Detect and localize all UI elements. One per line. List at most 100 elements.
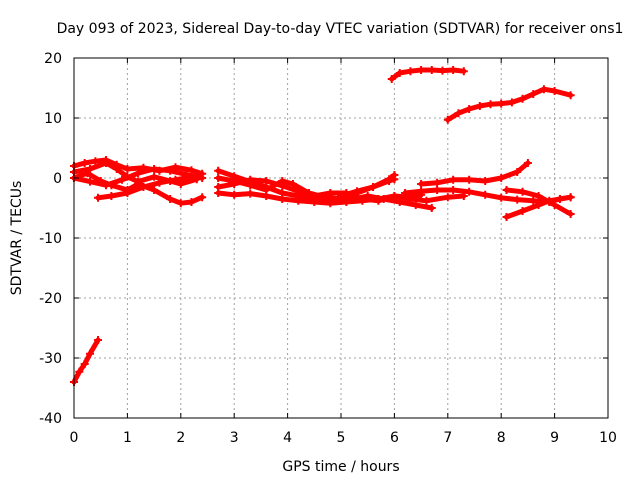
data-point: [465, 175, 474, 184]
series-15: [502, 193, 575, 221]
data-point: [465, 105, 474, 113]
data-point: [406, 67, 415, 76]
data-point: [150, 186, 159, 194]
data-point: [427, 66, 436, 74]
x-tick-label: 2: [176, 430, 185, 446]
data-point: [497, 174, 506, 182]
series-11: [337, 175, 399, 200]
x-tick-label: 0: [70, 430, 79, 446]
data-point: [481, 177, 490, 185]
y-tick-label: 10: [44, 111, 62, 127]
data-point: [171, 175, 180, 184]
data-point: [214, 174, 223, 182]
data-point: [390, 175, 399, 184]
data-point: [518, 187, 527, 196]
data-point: [353, 187, 362, 196]
data-point: [123, 165, 132, 173]
data-point: [529, 196, 538, 205]
data-point: [118, 175, 127, 184]
data-point: [107, 181, 116, 190]
data-point: [502, 213, 511, 221]
data-point: [438, 66, 447, 75]
data-point: [443, 193, 452, 202]
y-tick-label: -30: [39, 351, 62, 367]
data-point: [390, 192, 399, 200]
data-point: [75, 367, 84, 376]
data-point: [86, 177, 95, 186]
data-point: [518, 94, 527, 103]
data-point: [481, 190, 490, 199]
data-point: [112, 165, 121, 173]
data-point: [166, 195, 175, 203]
data-point: [102, 159, 111, 167]
data-point: [502, 186, 511, 194]
data-point: [107, 192, 116, 200]
y-tick-label: 20: [44, 51, 62, 67]
data-point: [529, 90, 538, 98]
data-point: [230, 190, 239, 199]
data-point: [80, 159, 89, 167]
data-point: [459, 67, 468, 76]
data-point: [123, 189, 132, 197]
x-tick-label: 10: [599, 430, 617, 446]
data-point: [497, 193, 506, 202]
y-tick-label: -40: [39, 411, 62, 427]
data-point: [518, 207, 527, 215]
x-axis-label: GPS time / hours: [282, 459, 399, 475]
series-16: [387, 66, 468, 83]
y-axis-label: SDTVAR / TECUs: [9, 181, 25, 296]
data-point: [310, 192, 319, 200]
data-point: [523, 159, 532, 167]
data-point: [507, 98, 516, 107]
x-tick-label: 1: [123, 430, 132, 446]
series-trace: [71, 337, 101, 385]
data-point: [513, 195, 522, 204]
data-point: [454, 109, 463, 118]
data-point: [449, 175, 458, 184]
data-point: [566, 193, 575, 202]
data-point: [166, 166, 175, 175]
x-tick-label: 5: [337, 430, 346, 446]
y-tick-label: 0: [53, 171, 62, 187]
series-0: [70, 336, 103, 386]
data-point: [369, 183, 378, 191]
data-point: [433, 178, 442, 187]
data-point: [326, 189, 335, 197]
data-point: [513, 168, 522, 176]
x-tick-label: 9: [550, 430, 559, 446]
data-point: [326, 199, 335, 208]
data-point: [555, 195, 564, 203]
data-point: [246, 189, 255, 198]
chart-title: Day 093 of 2023, Sidereal Day-to-day VTE…: [57, 21, 624, 37]
data-point: [417, 66, 426, 74]
data-point: [304, 189, 313, 197]
data-point: [94, 193, 103, 202]
data-layer: [70, 66, 575, 386]
data-point: [486, 100, 495, 109]
data-point: [539, 85, 548, 94]
data-point: [422, 196, 431, 205]
data-point: [566, 210, 575, 218]
series-trace: [215, 190, 467, 206]
data-point: [198, 174, 207, 182]
x-tick-label: 6: [390, 430, 399, 446]
data-point: [246, 181, 255, 190]
data-point: [150, 165, 159, 173]
data-point: [387, 75, 396, 83]
x-tick-label: 4: [283, 430, 292, 446]
y-tick-label: -20: [39, 291, 62, 307]
data-point: [545, 196, 554, 205]
x-tick-label: 3: [230, 430, 239, 446]
data-point: [187, 198, 196, 206]
data-point: [230, 177, 239, 185]
data-point: [358, 195, 367, 203]
data-point: [417, 180, 426, 188]
data-point: [278, 195, 287, 203]
x-tick-label: 8: [497, 430, 506, 446]
series-12: [417, 159, 532, 188]
data-point: [337, 192, 345, 200]
data-point: [278, 177, 287, 185]
data-point: [443, 115, 452, 124]
data-point: [395, 69, 404, 77]
